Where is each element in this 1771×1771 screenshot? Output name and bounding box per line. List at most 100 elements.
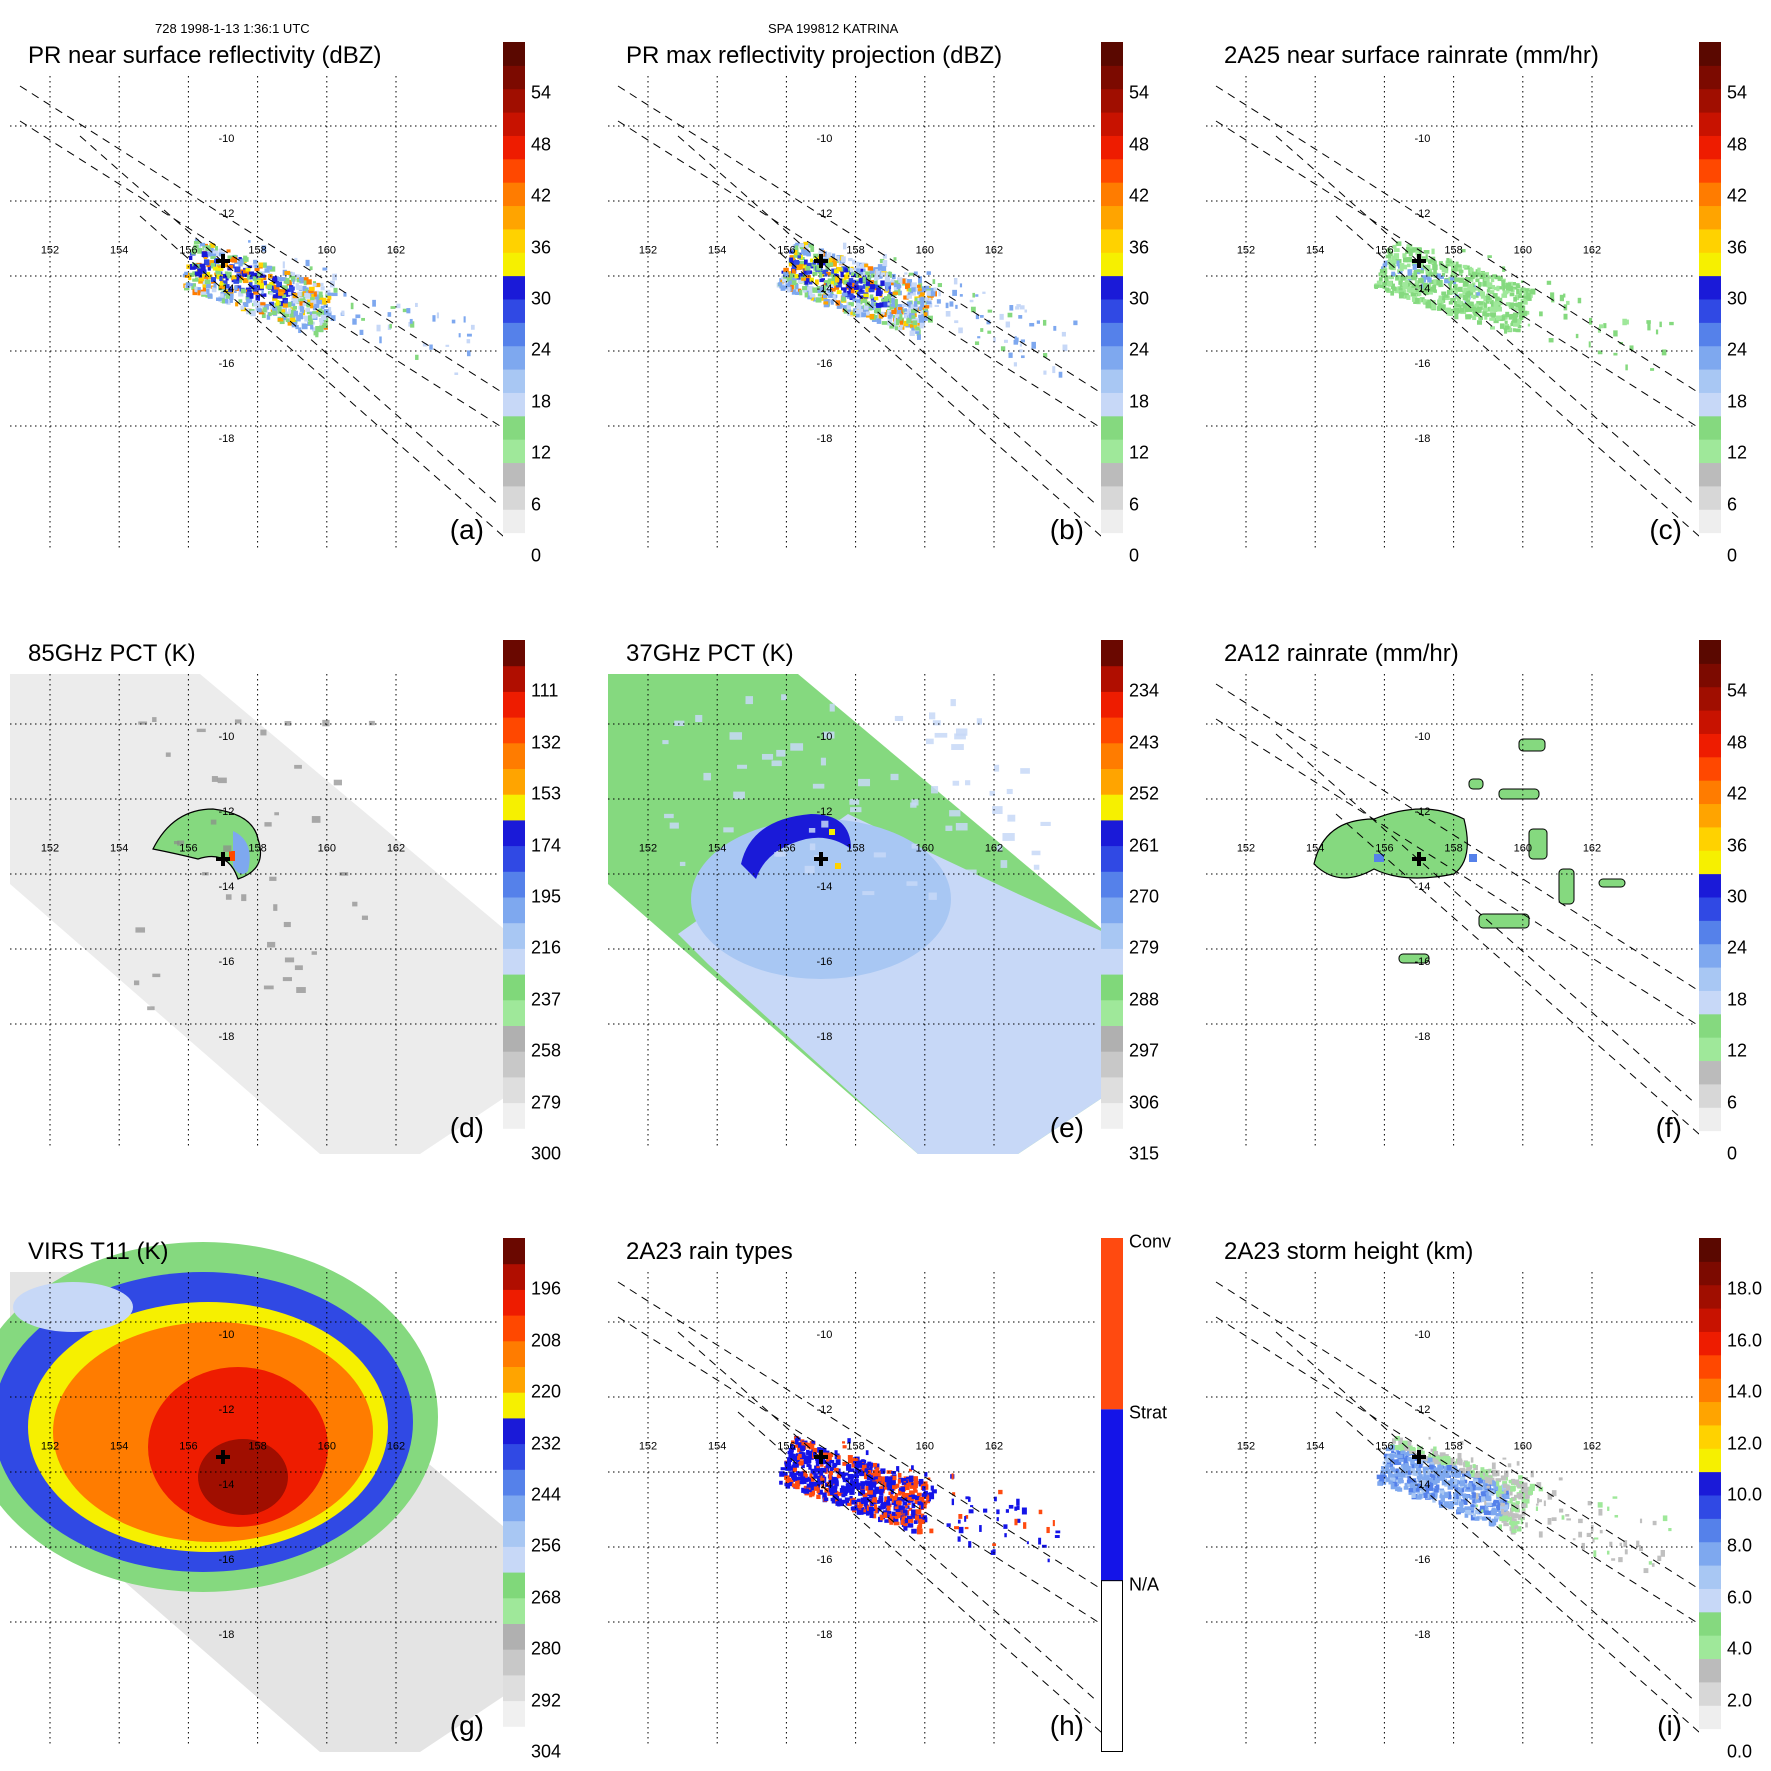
- grid: 152 154 156 158 160 162 -10 -12 -14 -16 -18: [10, 76, 500, 551]
- colorbar-swatch: [503, 182, 525, 207]
- lat-tick-label: -12: [1415, 806, 1431, 818]
- colorbar-swatch: [1699, 1658, 1721, 1683]
- swath-edge-line: [79, 135, 501, 507]
- panel-e: 152 154 156 158 160 162 -10 -12 -14 -16 -18 37GHz …: [598, 634, 1110, 1154]
- colorbar-tick-label: Conv: [1129, 1231, 1172, 1252]
- colorbar-d: 300 279 258 237 216 195 174 153 132 111: [503, 640, 563, 1164]
- colorbar-tick-label: 315: [1129, 1143, 1160, 1164]
- map-h: 152 154 156 158 160 162 -10 -12 -14 -16 -18: [608, 1272, 1110, 1747]
- colorbar-swatch: [1699, 1378, 1721, 1403]
- swath-edge-line: [737, 1411, 1110, 1741]
- header-timestamp: 728 1998-1-13 1:36:1 UTC: [155, 21, 310, 36]
- colorbar-tick-label: 292: [531, 1690, 562, 1711]
- lon-tick-label: 154: [1306, 245, 1324, 257]
- panel-letter: (f): [1655, 1112, 1682, 1143]
- swath-edge-line: [1275, 733, 1697, 1105]
- colorbar-tick-label: 174: [531, 835, 562, 856]
- lat-tick-label: -12: [219, 1404, 235, 1416]
- storm-center-marker: [1412, 852, 1426, 866]
- lon-tick-label: 156: [777, 1441, 795, 1453]
- colorbar-swatch: [1699, 1495, 1721, 1519]
- colorbar-tick-label: 220: [531, 1381, 562, 1402]
- colorbar-g: 304 292 280 268 256 244 232 220 208 196: [503, 1238, 563, 1762]
- colorbar-swatch: [503, 1076, 525, 1104]
- colorbar-swatch: [1699, 1037, 1721, 1062]
- colorbar-tick-label: 30: [1129, 288, 1150, 309]
- lat-tick-label: -18: [1415, 1031, 1431, 1043]
- colorbar-swatch: [1699, 1611, 1721, 1636]
- colorbar-tick-label: 18: [1129, 391, 1150, 412]
- lat-tick-label: -10: [817, 133, 833, 145]
- colorbar-tick-label: 6: [1129, 494, 1140, 515]
- colorbar-swatch: [1101, 158, 1123, 183]
- colorbar-swatch: [1101, 509, 1123, 534]
- colorbar-tick-label: 297: [1129, 1040, 1160, 1061]
- storm-height-echoes: [1376, 1435, 1672, 1574]
- colorbar-swatch: [1101, 182, 1123, 207]
- colorbar-swatch: [503, 135, 525, 160]
- panel-title: PR near surface reflectivity (dBZ): [28, 42, 382, 69]
- colorbar-tick-label: 42: [1129, 185, 1150, 206]
- lat-tick-label: -16: [1415, 358, 1431, 370]
- grid: 152 154 156 158 160 162 -10 -12 -14 -16 -18: [1206, 1272, 1696, 1747]
- colorbar-scale: [1699, 640, 1721, 1154]
- colorbar-swatch: [1101, 948, 1123, 975]
- colorbar-tick-label: 42: [1727, 783, 1748, 804]
- lat-tick-label: -16: [817, 358, 833, 370]
- lon-tick-label: 152: [639, 1441, 657, 1453]
- colorbar-tick-label: 14.0: [1727, 1381, 1763, 1402]
- virs-field: [0, 1242, 510, 1752]
- lat-tick-label: -10: [219, 1329, 235, 1341]
- swath-edge-line: [617, 120, 1099, 427]
- colorbar-swatch: [1101, 1102, 1123, 1129]
- panel-letter: (e): [1049, 1112, 1084, 1143]
- colorbar-tick-label: 36: [1727, 237, 1748, 258]
- colorbar-swatch: [1699, 1588, 1721, 1613]
- colorbar-swatch: [503, 1102, 525, 1129]
- panel-letter: (b): [1049, 514, 1084, 545]
- colorbar-tick-label: 0: [1129, 545, 1140, 566]
- colorbar-swatch: [503, 1289, 525, 1316]
- colorbar-swatch: [1101, 819, 1123, 847]
- pct37-field: [608, 674, 1108, 1154]
- colorbar-tick-label: 54: [1727, 680, 1748, 701]
- colorbar-tick-label: 6: [531, 494, 542, 515]
- lat-tick-label: -12: [817, 806, 833, 818]
- colorbar-swatch: [503, 322, 525, 347]
- colorbar-swatch: [1699, 1635, 1721, 1660]
- colorbar-scale: [503, 1238, 525, 1752]
- lat-tick-label: -10: [219, 133, 235, 145]
- lat-tick-label: -14: [1415, 1479, 1431, 1491]
- colorbar-swatch: [1699, 369, 1721, 393]
- colorbar-tick-label: 30: [1727, 288, 1748, 309]
- colorbar-swatch: [1699, 1448, 1721, 1473]
- colorbar-swatch: [1101, 999, 1123, 1026]
- colorbar-swatch: [1699, 1130, 1721, 1154]
- lon-tick-label: 160: [1514, 1441, 1532, 1453]
- swath-edge-line: [19, 120, 501, 427]
- colorbar-swatch: [1101, 1076, 1123, 1104]
- colorbar-swatch: [1101, 485, 1123, 510]
- lat-tick-label: -18: [219, 1629, 235, 1641]
- colorbar-scale: [503, 42, 525, 556]
- colorbar-swatch: [503, 768, 525, 795]
- map-i: 152 154 156 158 160 162 -10 -12 -14 -16 -18: [1206, 1272, 1708, 1747]
- lat-tick-label: -16: [817, 1554, 833, 1566]
- colorbar-swatch: [503, 640, 525, 667]
- colorbar-swatch: [1699, 640, 1721, 664]
- colorbar-tick-label: 18: [1727, 989, 1748, 1010]
- lon-tick-label: 162: [1583, 245, 1601, 257]
- lon-tick-label: 158: [846, 843, 864, 855]
- colorbar-swatch: [1101, 252, 1123, 277]
- panel-letter: (c): [1649, 514, 1682, 545]
- panel-i: 152 154 156 158 160 162 -10 -12 -14 -16 -18 2A23 s…: [1196, 1232, 1708, 1752]
- colorbar-f: 0 6 12 18 24 30 36 42 48 54: [1699, 640, 1759, 1164]
- lon-tick-label: 154: [110, 1441, 128, 1453]
- colorbar-tick-label: 279: [1129, 937, 1160, 958]
- colorbar-swatch: [503, 112, 525, 136]
- colorbar-tick-label: 36: [1129, 237, 1150, 258]
- colorbar-swatch: [1699, 1107, 1721, 1132]
- storm-center-marker: [814, 852, 828, 866]
- colorbar-tick-label: 2.0: [1727, 1690, 1753, 1711]
- colorbar-tick-label: 16.0: [1727, 1330, 1763, 1351]
